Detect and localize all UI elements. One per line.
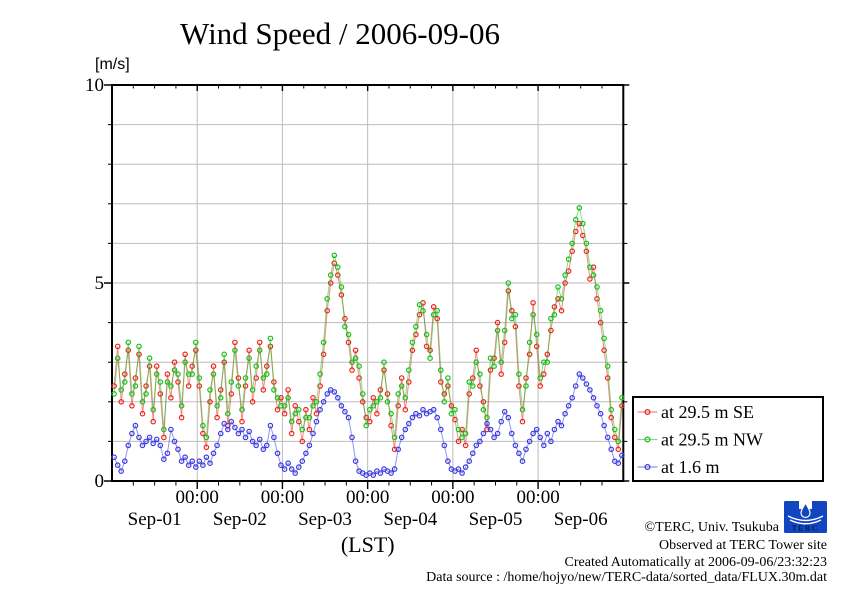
y-tick-label-10: 10: [85, 75, 104, 96]
legend-label-nw: at 29.5 m NW: [661, 430, 763, 450]
x-tick-label-0000-5: 00:00: [516, 487, 559, 508]
terc-logo-wave-1: [787, 515, 824, 522]
legend-marker-nw: [644, 436, 651, 443]
x-day-label-sep04: Sep-04: [383, 509, 437, 530]
terc-logo-text: TERC: [792, 524, 819, 533]
y-tick-label-0: 0: [95, 471, 105, 492]
series-layer: [111, 205, 625, 478]
legend-entry-nw: at 29.5 m NW: [637, 430, 763, 450]
x-tick-label-0000-4: 00:00: [431, 487, 474, 508]
x-tick-label-0000-3: 00:00: [346, 487, 389, 508]
x-tick-label-0000-2: 00:00: [261, 487, 304, 508]
legend-label-se: at 29.5 m SE: [661, 402, 754, 422]
footer-copyright: ©TERC, Univ. Tsukuba: [645, 520, 780, 535]
legend-label-16m: at 1.6 m: [661, 457, 720, 477]
x-day-label-sep02: Sep-02: [213, 509, 267, 530]
grid-layer: [112, 85, 624, 481]
terc-logo-drop-icon: [800, 501, 811, 519]
x-tick-label-0000-1: 00:00: [176, 487, 219, 508]
terc-logo-wave-2: [789, 519, 822, 525]
x-day-label-sep01: Sep-01: [128, 509, 182, 530]
y-axis-unit-label: [m/s]: [95, 56, 130, 73]
legend-marker-se: [644, 408, 651, 416]
legend-box: at 29.5 m SE at 29.5 m NW at 1.6 m: [632, 396, 824, 482]
x-day-label-sep05: Sep-05: [469, 509, 523, 530]
x-day-label-sep03: Sep-03: [298, 509, 352, 530]
chart-title: Wind Speed / 2006-09-06: [180, 16, 500, 51]
footer-observed: Observed at TERC Tower site: [659, 538, 827, 553]
plot-border: [111, 84, 625, 482]
legend-entry-16m: at 1.6 m: [637, 457, 720, 477]
y-tick-label-5: 5: [95, 273, 105, 294]
legend-entry-se: at 29.5 m SE: [637, 402, 754, 422]
legend-marker-16m: [644, 463, 651, 471]
terc-logo: TERC: [784, 501, 827, 533]
x-day-label-sep06: Sep-06: [554, 509, 608, 530]
footer-created: Created Automatically at 2006-09-06/23:3…: [565, 555, 827, 570]
footer-data-source: Data source : /home/hojyo/new/TERC-data/…: [426, 570, 827, 585]
x-axis-label: (LST): [341, 532, 395, 557]
legend-frame: [632, 396, 824, 482]
tick-layer: [104, 84, 630, 489]
footer-annotations: ©TERC, Univ. Tsukuba Observed at TERC To…: [426, 520, 827, 585]
